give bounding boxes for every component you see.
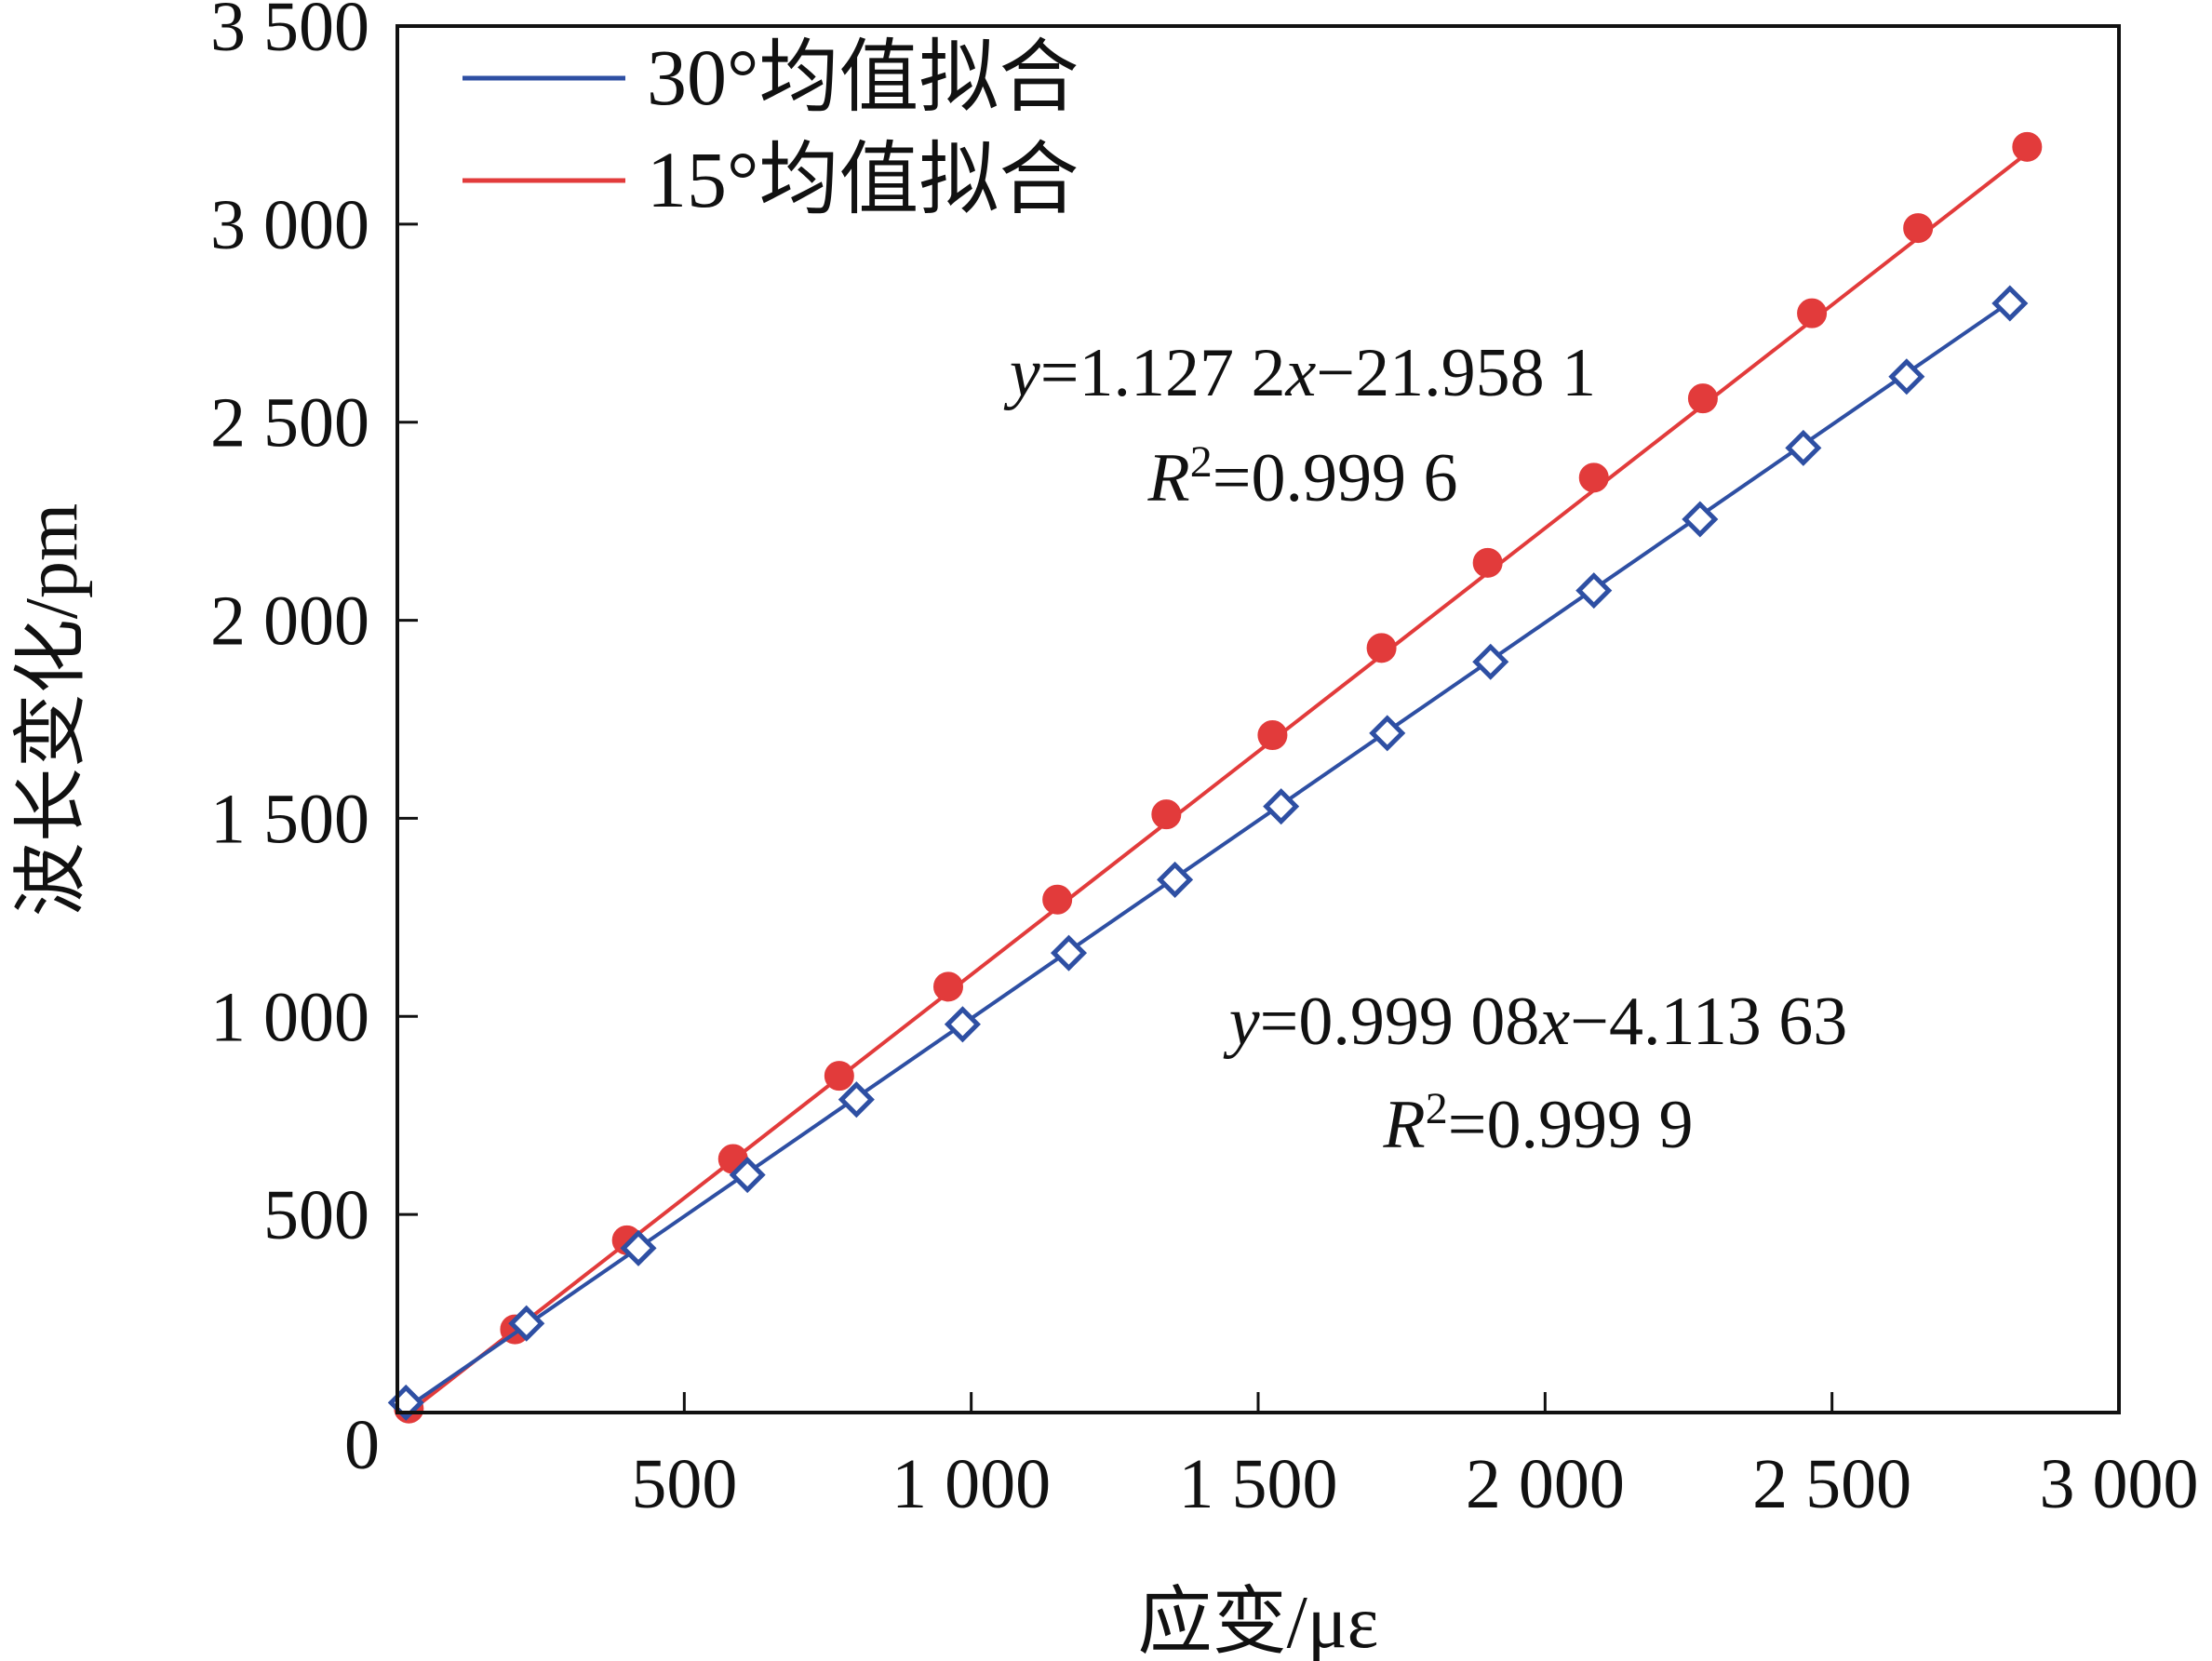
legend-label-15deg: 15°均值拟合 — [647, 135, 1079, 224]
data-point-30deg — [1472, 643, 1509, 680]
data-point-30deg — [1785, 429, 1822, 466]
eq-y: y — [1223, 984, 1260, 1060]
fit-equation-30deg: y=0.999 08x−4.113 63 — [1223, 984, 1847, 1060]
x-tick-label: 2 500 — [1752, 1445, 1911, 1523]
x-tick-label: 3 000 — [2040, 1445, 2199, 1523]
data-point-30deg — [508, 1305, 545, 1342]
x-tick-label: 500 — [631, 1445, 737, 1523]
r2-sup: 2 — [1426, 1084, 1448, 1133]
fit-r2-30deg: R2=0.999 9 — [1383, 1084, 1694, 1164]
data-point-15deg — [1687, 383, 1718, 414]
r2-r: R — [1383, 1087, 1426, 1163]
data-point-30deg — [838, 1081, 875, 1118]
x-axis-title: 应变/με — [1138, 1582, 1379, 1661]
x-tick-label: 2 000 — [1466, 1445, 1625, 1523]
y-tick-label: 1 500 — [210, 780, 369, 858]
eq-coef: =0.999 08 — [1260, 984, 1540, 1060]
origin-label: 0 — [344, 1406, 380, 1484]
series-layer — [387, 131, 2043, 1424]
data-point-15deg — [1366, 633, 1397, 663]
ticks-layer: 500 1 000 1 500 2 000 2 500 3 000 500 1 000 1 50… — [210, 0, 2199, 1523]
eq-intercept: −21.958 1 — [1316, 335, 1596, 411]
data-point-30deg — [1888, 358, 1925, 395]
fit-annotation-30deg: y=0.999 08x−4.113 63 R2=0.999 9 — [1223, 984, 1847, 1163]
x-tick-label: 1 500 — [1179, 1445, 1338, 1523]
data-point-30deg — [1575, 572, 1613, 609]
y-tick-label: 2 500 — [210, 384, 369, 462]
fit-annotation-15deg: y=1.127 2x−21.958 1 R2=0.999 6 — [1003, 335, 1596, 516]
legend-label-30deg: 30°均值拟合 — [647, 33, 1079, 122]
eq-coef: =1.127 2 — [1040, 335, 1286, 411]
y-axis-title: 波长变化/pm — [11, 503, 93, 917]
data-point-15deg — [824, 1061, 854, 1092]
data-point-15deg — [2012, 131, 2043, 162]
data-point-30deg — [1682, 501, 1719, 538]
data-point-15deg — [1472, 547, 1503, 578]
data-point-30deg — [944, 1006, 981, 1043]
data-point-15deg — [1903, 213, 1934, 244]
data-point-15deg — [1151, 799, 1182, 830]
eq-intercept: −4.113 63 — [1570, 984, 1847, 1060]
x-tick-label: 1 000 — [892, 1445, 1051, 1523]
eq-x: x — [1285, 335, 1317, 411]
fit-line-30deg — [405, 300, 2011, 1411]
y-tick-label: 1 000 — [210, 978, 369, 1056]
r2-sup: 2 — [1190, 437, 1213, 487]
data-point-15deg — [1042, 884, 1073, 915]
legend: 30°均值拟合 15°均值拟合 — [463, 33, 1079, 224]
y-tick-label: 3 000 — [210, 186, 369, 264]
fit-equation-15deg: y=1.127 2x−21.958 1 — [1003, 335, 1596, 411]
plot-frame — [395, 24, 2121, 1414]
data-point-15deg — [933, 971, 963, 1002]
data-point-30deg — [1263, 788, 1300, 825]
data-point-30deg — [620, 1229, 657, 1266]
y-tick-label: 500 — [263, 1176, 369, 1254]
data-point-30deg — [1991, 285, 2029, 322]
r2-value: =0.999 6 — [1213, 440, 1458, 516]
data-point-30deg — [1050, 934, 1088, 971]
r2-r: R — [1147, 440, 1190, 516]
data-point-30deg — [1369, 715, 1406, 752]
data-point-15deg — [1797, 298, 1828, 328]
y-tick-label: 2 000 — [210, 583, 369, 661]
fit-line-15deg — [408, 151, 2029, 1414]
r2-value: =0.999 9 — [1448, 1087, 1694, 1163]
data-point-15deg — [1257, 720, 1288, 751]
eq-x: x — [1538, 984, 1570, 1060]
y-tick-label: 3 500 — [210, 0, 369, 66]
fit-r2-15deg: R2=0.999 6 — [1147, 437, 1458, 517]
data-point-15deg — [1578, 462, 1609, 493]
data-point-30deg — [1157, 861, 1194, 898]
data-point-30deg — [729, 1157, 766, 1194]
eq-y: y — [1003, 335, 1040, 411]
